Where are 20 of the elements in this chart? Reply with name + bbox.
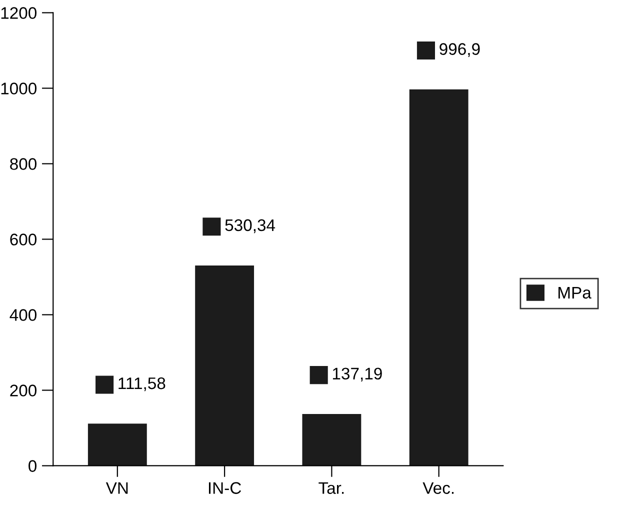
- x-tick-label: Vec.: [422, 482, 454, 494]
- bar: [409, 89, 468, 466]
- legend-label: MPa: [558, 286, 592, 299]
- x-tick-label: IN-C: [208, 482, 242, 494]
- y-tick-label: 1200: [1, 7, 37, 19]
- y-tick-label: 800: [10, 158, 37, 170]
- data-label: 530,34: [225, 219, 276, 234]
- y-tick-label: 600: [10, 234, 37, 246]
- y-tick-label: 1000: [1, 82, 37, 94]
- data-label: 137,19: [332, 368, 382, 382]
- x-tick-label: VN: [106, 482, 128, 494]
- y-tick-label: 0: [28, 460, 36, 472]
- data-label: 111,58: [118, 377, 166, 392]
- bar: [302, 414, 362, 466]
- bar: [195, 266, 254, 466]
- y-tick-label: 400: [10, 309, 37, 321]
- x-tick-label: Tar.: [318, 482, 344, 494]
- data-label: 996,9: [440, 43, 480, 57]
- bar: [88, 424, 147, 466]
- y-tick-label: 200: [10, 384, 37, 396]
